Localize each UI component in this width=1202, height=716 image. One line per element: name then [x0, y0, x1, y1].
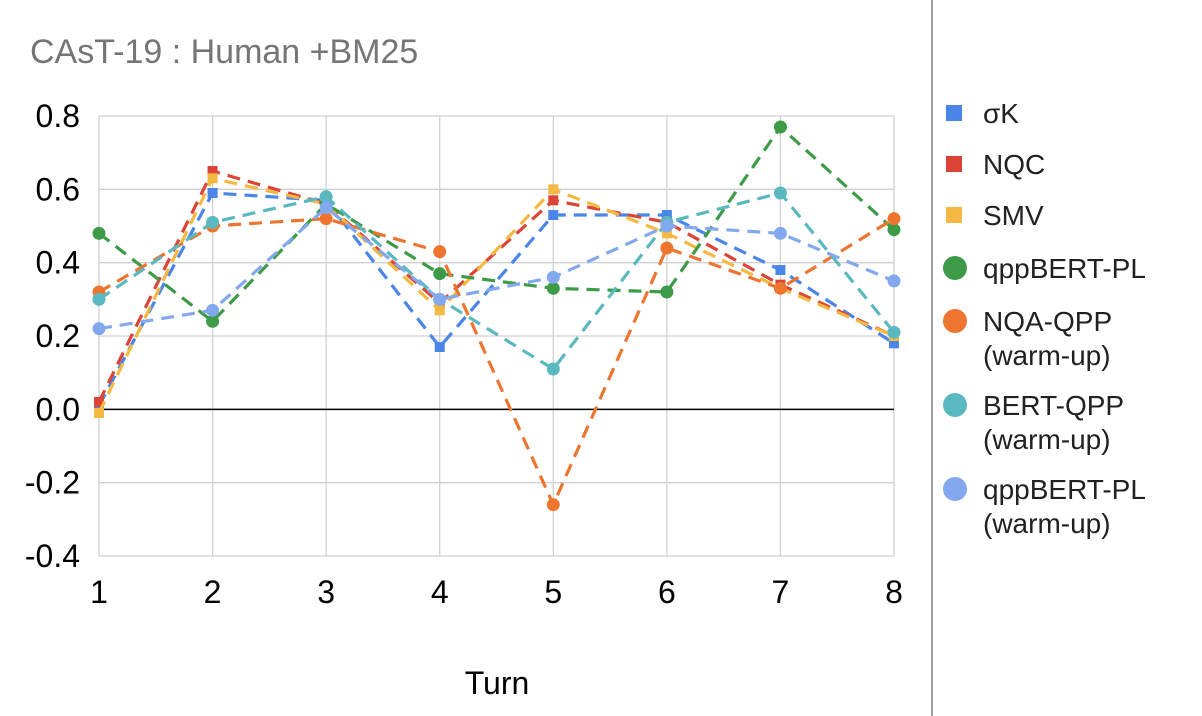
data-point — [660, 241, 674, 255]
data-point — [94, 397, 104, 407]
data-point — [433, 245, 447, 259]
data-point — [887, 212, 901, 226]
series-line — [97, 191, 895, 407]
legend-item: SMV — [946, 200, 1044, 231]
series-line — [98, 217, 895, 509]
data-point — [319, 212, 333, 226]
data-point — [546, 498, 560, 512]
y-tick-label: 0.2 — [36, 318, 80, 354]
legend-item: qppBERT-PL(warm-up) — [943, 474, 1146, 539]
y-tick-label: -0.2 — [25, 465, 80, 501]
legend-swatch — [946, 207, 962, 223]
data-point — [207, 173, 218, 184]
data-point — [773, 186, 787, 200]
y-tick-label: 0.0 — [36, 391, 80, 427]
legend-label: BERT-QPP — [983, 390, 1124, 421]
panel-divider — [931, 0, 933, 716]
data-point — [206, 314, 220, 328]
data-point — [887, 325, 901, 339]
data-point — [546, 270, 560, 284]
legend-swatch — [946, 105, 962, 121]
legend-item: NQC — [946, 149, 1045, 180]
legend-swatch — [943, 477, 967, 501]
y-axis-ticks: 0.8 0.6 0.4 0.2 0.0 -0.2 -0.4 — [25, 98, 80, 574]
legend-label-line2: (warm-up) — [983, 340, 1111, 371]
data-point — [773, 226, 787, 240]
legend-item: qppBERT-PL — [943, 253, 1146, 284]
data-point — [206, 215, 220, 229]
series-line — [97, 176, 895, 414]
x-tick-label: 7 — [772, 574, 790, 610]
y-tick-label: 0.8 — [36, 98, 80, 134]
legend-label: σK — [983, 98, 1019, 129]
legend-swatch — [943, 309, 967, 333]
data-point — [92, 226, 106, 240]
legend: σKNQCSMVqppBERT-PLNQA-QPP(warm-up)BERT-Q… — [943, 98, 1146, 539]
data-point — [548, 195, 559, 206]
y-tick-label: 0.6 — [36, 171, 80, 207]
data-point — [546, 362, 560, 376]
data-point — [319, 190, 333, 204]
legend-label: NQA-QPP — [983, 306, 1112, 337]
legend-label: qppBERT-PL — [983, 253, 1146, 284]
legend-item: NQA-QPP(warm-up) — [943, 306, 1112, 371]
data-point — [434, 305, 445, 316]
x-tick-label: 5 — [544, 574, 562, 610]
x-tick-label: 4 — [431, 574, 449, 610]
x-tick-label: 2 — [204, 574, 222, 610]
data-point — [660, 285, 674, 299]
series-line — [98, 205, 895, 331]
data-point — [434, 342, 445, 352]
series-6 — [92, 201, 901, 336]
data-point — [548, 184, 559, 195]
y-tick-label: -0.4 — [25, 538, 80, 574]
legend-label: NQC — [983, 149, 1045, 180]
legend-label: qppBERT-PL — [983, 474, 1146, 505]
legend-item: BERT-QPP(warm-up) — [943, 390, 1124, 455]
data-point — [887, 274, 901, 288]
x-tick-label: 1 — [90, 574, 108, 610]
legend-swatch — [946, 156, 962, 172]
data-point — [94, 408, 104, 418]
legend-item: σK — [946, 98, 1019, 129]
x-tick-label: 8 — [885, 574, 903, 610]
x-axis-ticks: 1 2 3 4 5 6 7 8 — [90, 574, 903, 610]
series-4 — [92, 212, 901, 512]
data-point — [207, 166, 218, 176]
data-point — [660, 219, 674, 233]
x-tick-label: 3 — [317, 574, 335, 610]
data-point — [92, 322, 106, 336]
data-point — [207, 188, 218, 198]
data-point — [775, 265, 786, 275]
data-point — [887, 223, 901, 237]
series-line — [98, 191, 896, 372]
series-group — [92, 120, 901, 512]
legend-label-line2: (warm-up) — [983, 508, 1111, 539]
data-point — [206, 303, 220, 317]
y-tick-label: 0.4 — [36, 245, 80, 281]
chart-title: CAsT-19 : Human +BM25 — [30, 33, 418, 71]
series-line — [97, 169, 895, 403]
data-point — [319, 201, 333, 215]
series-line — [98, 124, 896, 324]
legend-label-line2: (warm-up) — [983, 424, 1111, 455]
data-point — [433, 292, 447, 306]
legend-swatch — [943, 393, 967, 417]
data-point — [889, 338, 899, 349]
data-point — [546, 281, 560, 295]
data-point — [661, 228, 672, 239]
data-point — [548, 210, 559, 220]
x-axis-label: Turn — [465, 665, 530, 701]
data-point — [433, 267, 447, 281]
x-tick-label: 6 — [658, 574, 676, 610]
data-point — [661, 210, 672, 220]
data-point — [92, 292, 106, 306]
legend-label: SMV — [983, 200, 1044, 231]
data-point — [773, 120, 787, 134]
legend-swatch — [943, 256, 967, 280]
data-point — [773, 281, 787, 295]
